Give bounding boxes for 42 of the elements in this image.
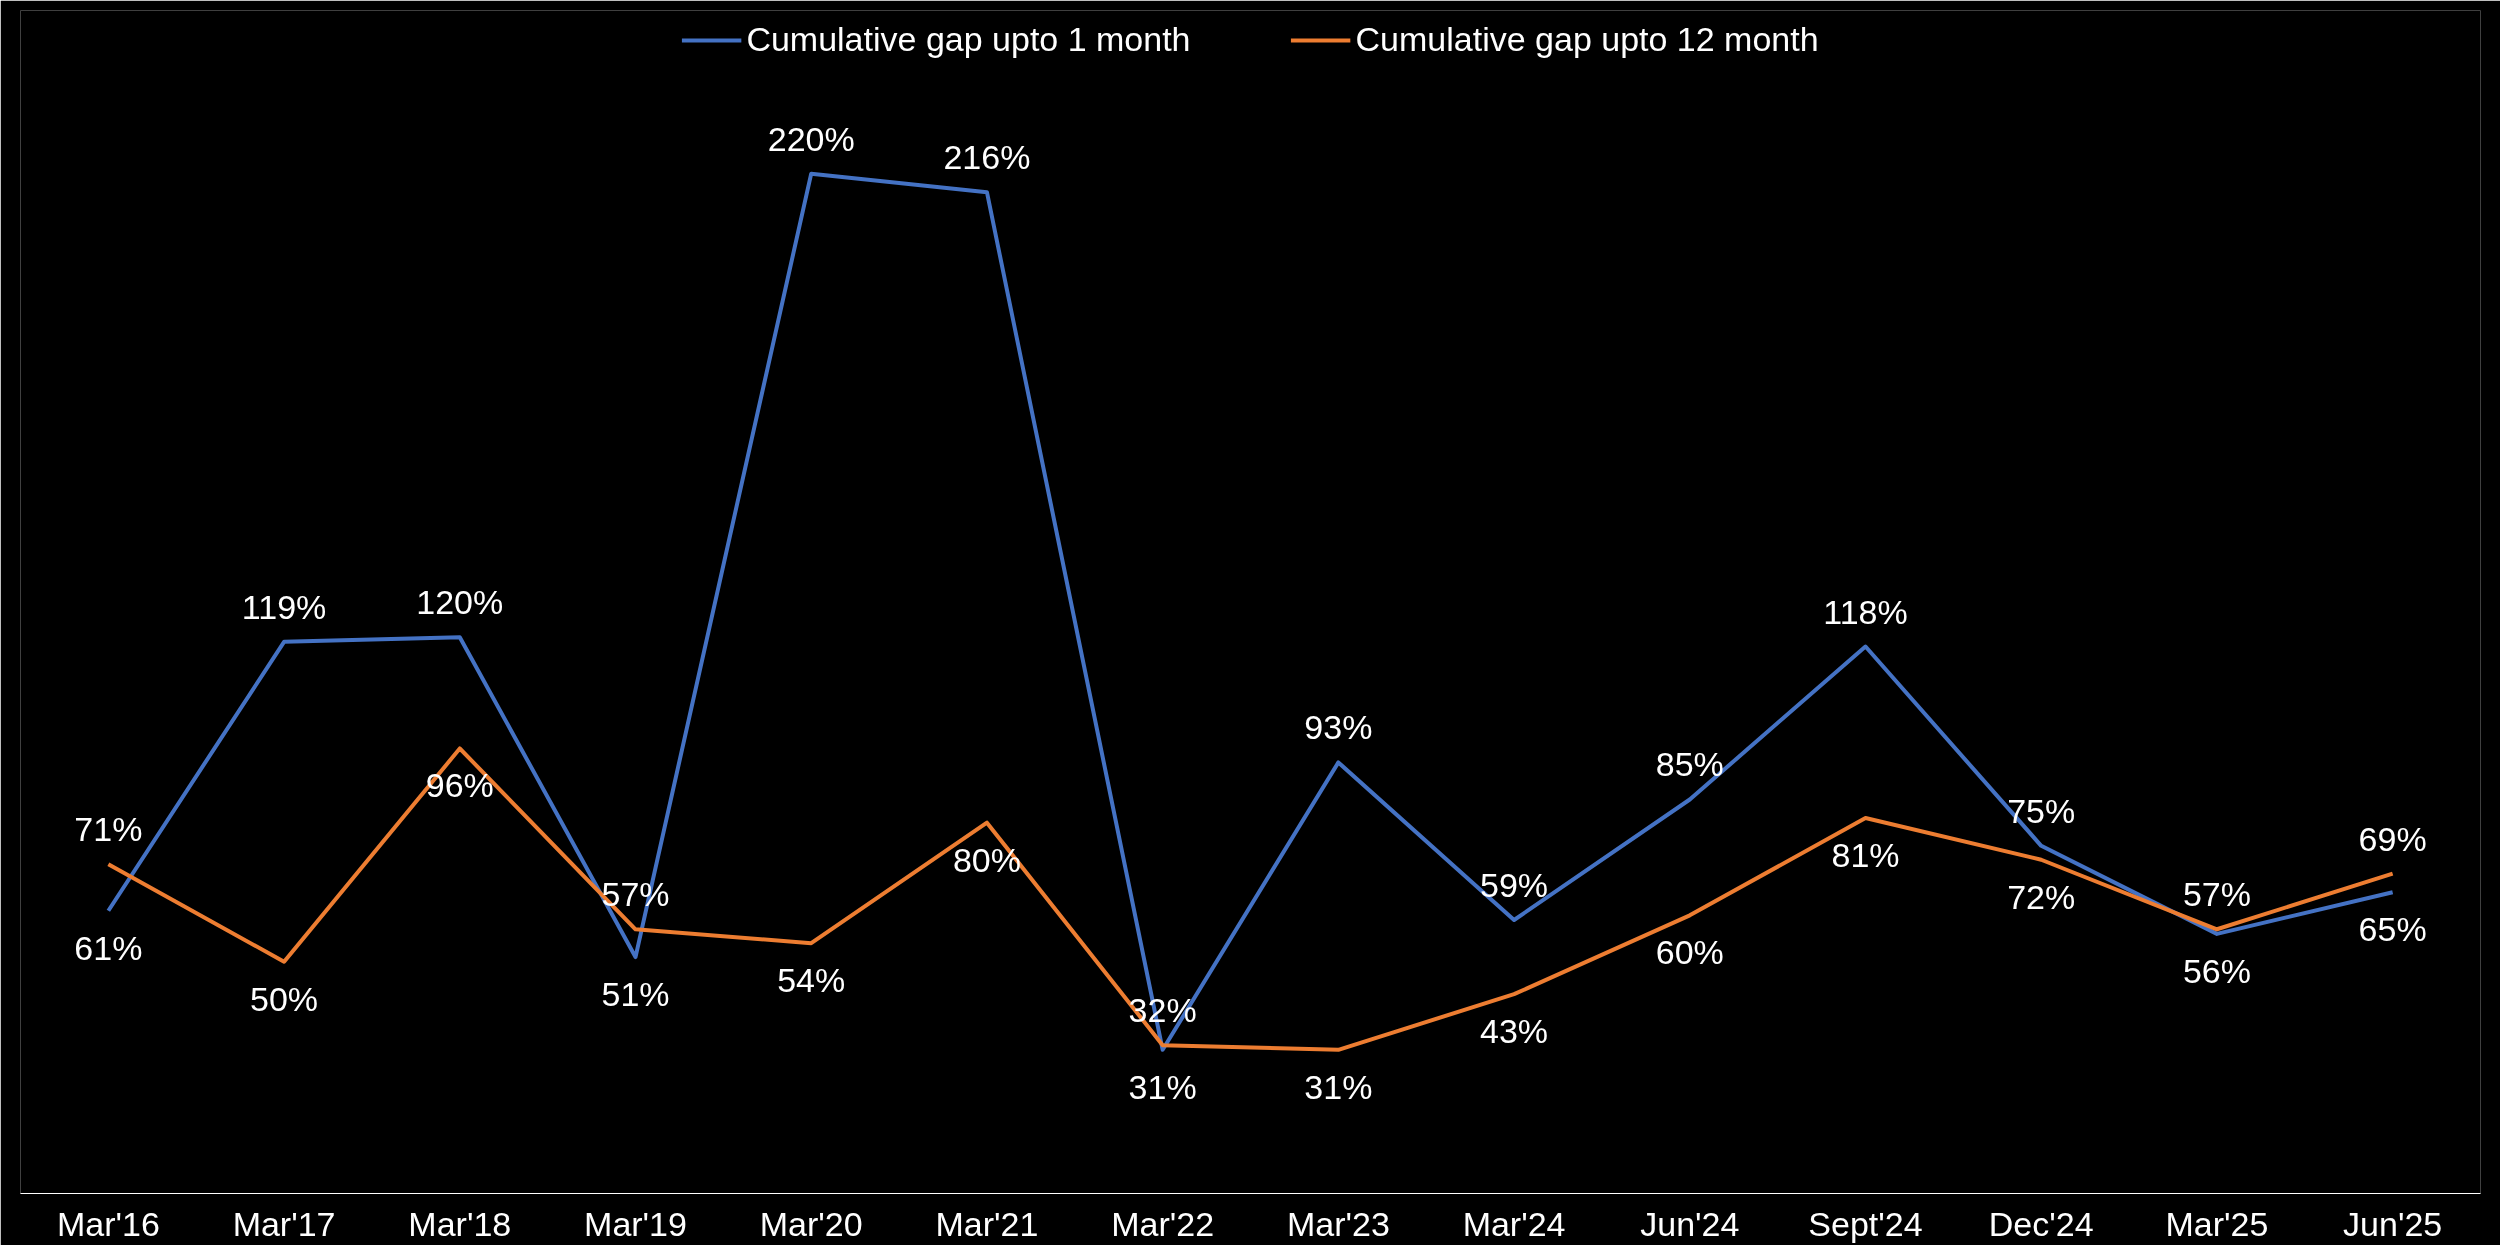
x-tick-label: Mar'21: [935, 1204, 1039, 1243]
data-label: 119%: [241, 587, 327, 626]
data-label: 56%: [2182, 951, 2251, 990]
x-tick-label: Mar'16: [56, 1204, 160, 1243]
data-label: 51%: [601, 975, 670, 1014]
data-label: 80%: [952, 840, 1021, 879]
x-tick-label: Mar'22: [1111, 1204, 1215, 1243]
x-tick-label: Mar'25: [2165, 1204, 2269, 1243]
data-label: 71%: [74, 810, 143, 849]
data-label: 96%: [425, 766, 494, 805]
x-tick-label: Dec'24: [1988, 1204, 2094, 1243]
data-label: 72%: [2007, 877, 2076, 916]
data-label: 75%: [2007, 791, 2076, 830]
data-label: 216%: [943, 138, 1031, 177]
x-tick-label: Mar'17: [232, 1204, 336, 1243]
x-tick-label: Jun'25: [2343, 1204, 2443, 1243]
data-label: 81%: [1831, 836, 1900, 875]
data-label: 50%: [250, 979, 319, 1018]
data-label: 120%: [416, 583, 504, 622]
data-label: 85%: [1655, 745, 1724, 784]
data-label: 43%: [1480, 1012, 1549, 1051]
x-tick-label: Mar'23: [1286, 1204, 1390, 1243]
data-label: 61%: [74, 928, 143, 967]
data-label: 31%: [1304, 1067, 1373, 1106]
data-label: 31%: [1128, 1067, 1197, 1106]
x-tick-label: Jun'24: [1640, 1204, 1740, 1243]
data-label: 93%: [1304, 708, 1373, 747]
data-label: 59%: [1480, 866, 1549, 904]
x-tick-label: Mar'18: [408, 1204, 512, 1243]
legend-label: Cumulative gap upto 1 month: [746, 20, 1191, 59]
x-tick-label: Mar'19: [584, 1204, 687, 1243]
data-label: 69%: [2358, 819, 2427, 858]
x-tick-label: Sept'24: [1808, 1204, 1923, 1243]
x-tick-label: Mar'24: [1462, 1204, 1566, 1243]
data-label: 60%: [1655, 933, 1724, 972]
data-label: 57%: [2182, 875, 2251, 914]
data-label: 118%: [1823, 592, 1908, 631]
data-label: 220%: [767, 119, 855, 158]
data-label: 65%: [2358, 910, 2427, 949]
legend-label: Cumulative gap upto 12 month: [1355, 20, 1819, 59]
data-label: 54%: [777, 961, 846, 1000]
x-tick-label: Mar'20: [759, 1204, 863, 1243]
